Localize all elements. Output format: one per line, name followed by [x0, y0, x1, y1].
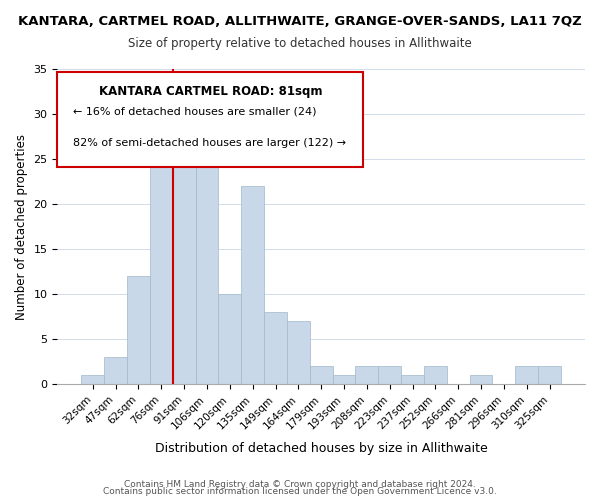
- Bar: [424, 366, 447, 384]
- Bar: [379, 366, 401, 384]
- Bar: [218, 294, 241, 384]
- Text: Contains public sector information licensed under the Open Government Licence v3: Contains public sector information licen…: [103, 488, 497, 496]
- Bar: [287, 321, 310, 384]
- Bar: [401, 376, 424, 384]
- Bar: [196, 159, 218, 384]
- Bar: [332, 376, 355, 384]
- Bar: [241, 186, 264, 384]
- Text: KANTARA CARTMEL ROAD: 81sqm: KANTARA CARTMEL ROAD: 81sqm: [98, 85, 322, 98]
- Text: Size of property relative to detached houses in Allithwaite: Size of property relative to detached ho…: [128, 38, 472, 51]
- Bar: [82, 376, 104, 384]
- Text: ← 16% of detached houses are smaller (24): ← 16% of detached houses are smaller (24…: [73, 107, 317, 117]
- Bar: [515, 366, 538, 384]
- FancyBboxPatch shape: [58, 72, 364, 166]
- Bar: [310, 366, 332, 384]
- Y-axis label: Number of detached properties: Number of detached properties: [15, 134, 28, 320]
- Bar: [538, 366, 561, 384]
- Bar: [355, 366, 379, 384]
- Text: 82% of semi-detached houses are larger (122) →: 82% of semi-detached houses are larger (…: [73, 138, 346, 148]
- Bar: [264, 312, 287, 384]
- Bar: [173, 150, 196, 384]
- Text: Contains HM Land Registry data © Crown copyright and database right 2024.: Contains HM Land Registry data © Crown c…: [124, 480, 476, 489]
- Text: KANTARA, CARTMEL ROAD, ALLITHWAITE, GRANGE-OVER-SANDS, LA11 7QZ: KANTARA, CARTMEL ROAD, ALLITHWAITE, GRAN…: [18, 15, 582, 28]
- Bar: [104, 358, 127, 384]
- Bar: [470, 376, 493, 384]
- Bar: [150, 150, 173, 384]
- Bar: [127, 276, 150, 384]
- X-axis label: Distribution of detached houses by size in Allithwaite: Distribution of detached houses by size …: [155, 442, 488, 455]
